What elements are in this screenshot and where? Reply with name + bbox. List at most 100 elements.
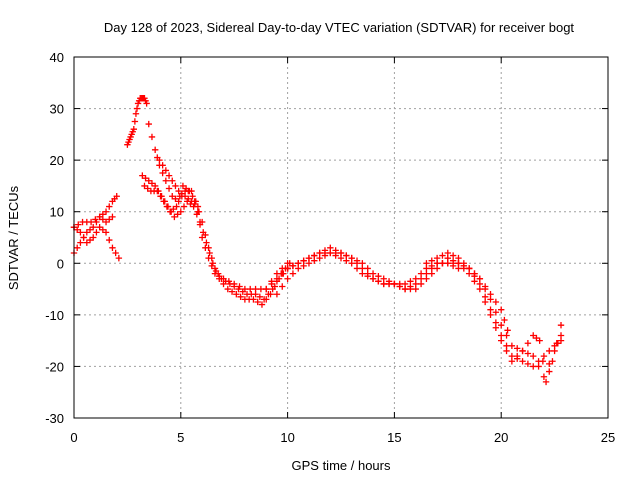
- data-point: [169, 193, 176, 200]
- data-point: [465, 265, 473, 272]
- data-point-interp: [228, 288, 236, 295]
- data-point-interp: [492, 309, 500, 316]
- data-point: [90, 234, 97, 241]
- data-point-interp: [514, 352, 521, 360]
- data-point: [536, 337, 543, 344]
- data-point-interp: [178, 190, 186, 197]
- data-point: [77, 239, 84, 246]
- data-point: [391, 280, 398, 288]
- data-point: [83, 229, 91, 236]
- data-point-interp: [514, 345, 521, 352]
- data-point: [250, 296, 257, 303]
- data-point: [151, 182, 159, 190]
- data-point: [273, 275, 281, 282]
- data-point-interp: [99, 226, 107, 233]
- data-point-interp: [206, 249, 213, 257]
- data-point-interp: [165, 172, 173, 179]
- data-point-interp: [195, 208, 203, 215]
- data-point: [109, 244, 116, 252]
- data-point: [369, 270, 377, 277]
- series-arc-4: [124, 95, 150, 148]
- data-point-interp: [182, 185, 190, 192]
- data-point-interp: [256, 293, 264, 301]
- data-point-interp: [106, 236, 113, 244]
- plot-frame: [73, 56, 609, 419]
- data-point: [263, 285, 270, 293]
- data-point-interp: [524, 340, 532, 347]
- data-point-interp: [159, 169, 166, 177]
- data-point: [551, 347, 558, 355]
- data-point: [423, 270, 430, 277]
- data-point-interp: [428, 265, 435, 272]
- data-point: [557, 332, 565, 339]
- data-point: [498, 321, 505, 329]
- data-point-interp: [265, 291, 272, 298]
- data-point: [109, 213, 116, 221]
- data-point-interp: [396, 283, 403, 290]
- x-tick-label: 5: [177, 430, 184, 445]
- data-point: [226, 280, 234, 288]
- data-point: [519, 347, 526, 355]
- data-point-interp: [481, 298, 489, 306]
- x-tick-label: 20: [494, 430, 508, 445]
- data-point-interp: [148, 180, 156, 187]
- y-axis-label: SDTVAR / TECUs: [6, 185, 21, 290]
- data-point: [130, 126, 138, 133]
- series-arc-13: [433, 260, 565, 380]
- data-point-interp: [439, 252, 446, 259]
- data-point-interp: [172, 195, 179, 203]
- data-point-interp: [131, 118, 139, 125]
- data-point: [498, 306, 505, 313]
- data-point: [269, 285, 276, 293]
- data-point-interp: [524, 350, 532, 357]
- data-point: [549, 358, 556, 365]
- data-point-interp: [289, 262, 297, 270]
- data-point-interp: [501, 316, 508, 324]
- data-point-interp: [247, 285, 254, 293]
- data-point: [141, 182, 148, 190]
- y-tick-label: 10: [50, 205, 64, 220]
- y-tick-label: -30: [45, 411, 64, 426]
- data-point: [487, 311, 494, 319]
- data-point-interp: [311, 252, 318, 259]
- data-point-interp: [231, 283, 238, 290]
- data-point-interp: [460, 262, 468, 270]
- data-point: [508, 358, 516, 365]
- data-point: [96, 213, 103, 221]
- data-point-interp: [375, 272, 382, 280]
- data-point: [77, 229, 84, 236]
- data-point: [557, 321, 565, 329]
- x-tick-label: 10: [280, 430, 294, 445]
- data-point: [90, 223, 97, 231]
- data-point: [173, 203, 180, 210]
- data-point: [316, 249, 323, 257]
- data-point: [423, 260, 430, 267]
- data-point: [540, 352, 548, 360]
- data-point-interp: [92, 216, 99, 223]
- data-point: [102, 218, 110, 226]
- data-point: [181, 193, 189, 200]
- data-point-interp: [417, 275, 425, 282]
- data-point-interp: [99, 216, 107, 223]
- data-point-interp: [239, 288, 246, 295]
- data-point: [348, 254, 355, 262]
- data-point-interp: [74, 226, 81, 233]
- data-point: [162, 167, 170, 174]
- y-tick-label: -10: [45, 308, 64, 323]
- data-point: [519, 358, 526, 365]
- data-point-interp: [86, 236, 94, 244]
- data-point-interp: [439, 260, 446, 267]
- data-point: [169, 177, 176, 184]
- data-point-interp: [492, 298, 500, 306]
- data-point-interp: [535, 363, 542, 370]
- data-point: [132, 110, 140, 117]
- data-point-interp: [157, 193, 164, 200]
- data-point-interp: [170, 205, 177, 213]
- data-point: [337, 249, 345, 257]
- data-point-interp: [237, 293, 244, 301]
- data-point-interp: [539, 358, 547, 365]
- data-point: [175, 198, 182, 205]
- data-point: [198, 234, 206, 241]
- data-point: [186, 187, 193, 195]
